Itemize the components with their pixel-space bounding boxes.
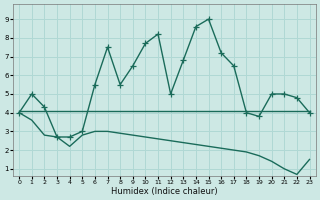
X-axis label: Humidex (Indice chaleur): Humidex (Indice chaleur)	[111, 187, 218, 196]
